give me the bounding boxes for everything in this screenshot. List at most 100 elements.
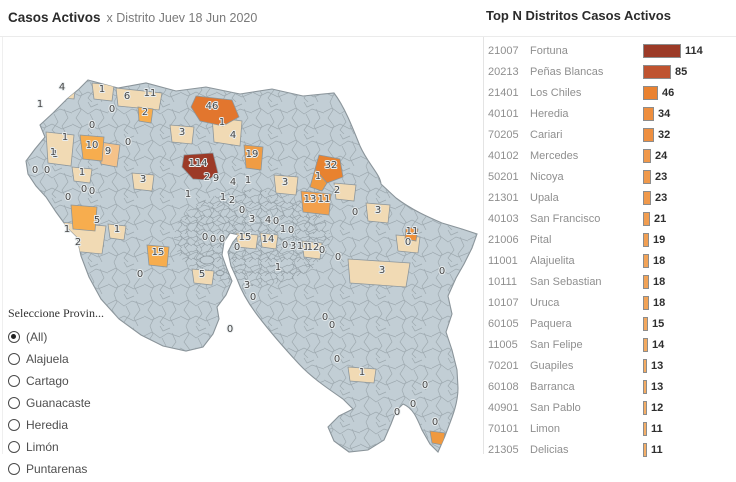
province-option-guanacaste[interactable]: Guanacaste — [8, 394, 138, 412]
case-count-label: 114 — [188, 158, 207, 169]
cases-bar[interactable] — [643, 211, 650, 226]
district-patch[interactable] — [333, 182, 357, 202]
topn-row[interactable]: 21007 Fortuna 114 — [483, 40, 736, 61]
topn-row[interactable]: 40103 San Francisco 21 — [483, 208, 736, 229]
radio-icon[interactable] — [8, 441, 20, 453]
radio-icon[interactable] — [8, 353, 20, 365]
case-count-label: 0 — [65, 192, 71, 203]
district-patch[interactable] — [146, 244, 170, 268]
province-option-all[interactable]: (All) — [8, 328, 138, 346]
district-patch[interactable] — [169, 124, 195, 145]
topn-row[interactable]: 40101 Heredia 34 — [483, 103, 736, 124]
cases-bar[interactable] — [643, 148, 651, 163]
province-option-limn[interactable]: Limón — [8, 438, 138, 456]
radio-icon[interactable] — [8, 419, 20, 431]
district-patch[interactable] — [404, 226, 419, 242]
cases-bar[interactable] — [643, 190, 651, 205]
district-code: 10111 — [488, 275, 517, 288]
topn-row[interactable]: 60108 Barranca 13 — [483, 376, 736, 397]
province-option-puntarenas[interactable]: Puntarenas — [8, 460, 138, 478]
topn-row[interactable]: 60105 Paquera 15 — [483, 313, 736, 334]
case-count-label: 1 — [64, 224, 70, 235]
case-count-label: 11 — [318, 194, 331, 205]
cases-bar[interactable] — [643, 106, 654, 121]
topn-row[interactable]: 21305 Delicias 11 — [483, 439, 736, 460]
topn-row[interactable]: 40102 Mercedes 24 — [483, 145, 736, 166]
district-patch[interactable] — [70, 204, 98, 232]
vertical-divider — [483, 37, 484, 454]
topn-row[interactable]: 70205 Cariari 32 — [483, 124, 736, 145]
district-patch[interactable] — [259, 232, 279, 250]
topn-row[interactable]: 11001 Alajuelita 18 — [483, 250, 736, 271]
cases-bar[interactable] — [643, 274, 649, 289]
district-patch[interactable] — [181, 152, 219, 181]
topn-row[interactable]: 40901 San Pablo 12 — [483, 397, 736, 418]
cases-bar[interactable] — [643, 232, 649, 247]
district-patch[interactable] — [347, 258, 411, 288]
topn-row[interactable]: 70101 Limon 11 — [483, 418, 736, 439]
topn-row[interactable]: 10111 San Sebastian 18 — [483, 271, 736, 292]
district-name: Alajuelita — [530, 254, 575, 267]
district-patch[interactable] — [137, 106, 154, 124]
district-patch[interactable] — [45, 131, 75, 167]
radio-icon[interactable] — [8, 397, 20, 409]
district-patch[interactable] — [429, 430, 446, 446]
district-patch[interactable] — [79, 134, 105, 162]
district-name: Pital — [530, 233, 552, 246]
province-option-heredia[interactable]: Heredia — [8, 416, 138, 434]
radio-icon[interactable] — [8, 331, 20, 343]
radio-icon[interactable] — [8, 375, 20, 387]
district-patch[interactable] — [243, 144, 264, 171]
district-patch[interactable] — [235, 232, 259, 250]
topn-row[interactable]: 21006 Pital 19 — [483, 229, 736, 250]
topn-row[interactable]: 70201 Guapiles 13 — [483, 355, 736, 376]
cases-bar[interactable] — [643, 127, 654, 142]
topn-row[interactable]: 21401 Los Chiles 46 — [483, 82, 736, 103]
district-patch[interactable] — [131, 172, 155, 192]
cases-bar[interactable] — [643, 442, 647, 457]
cases-bar[interactable] — [643, 400, 647, 415]
district-patch[interactable] — [300, 190, 332, 216]
cases-bar[interactable] — [643, 316, 648, 331]
cases-bar[interactable] — [643, 337, 648, 352]
topn-row[interactable]: 11005 San Felipe 14 — [483, 334, 736, 355]
case-count-label: 0 — [234, 242, 240, 253]
district-code: 40901 — [488, 401, 519, 414]
district-patch[interactable] — [273, 174, 299, 196]
district-patch[interactable] — [301, 240, 323, 260]
district-patch[interactable] — [191, 268, 215, 286]
province-option-alajuela[interactable]: Alajuela — [8, 350, 138, 368]
cases-bar[interactable] — [643, 253, 649, 268]
cases-bar[interactable] — [643, 379, 647, 394]
district-patch[interactable] — [190, 95, 240, 127]
topn-row[interactable]: 21301 Upala 23 — [483, 187, 736, 208]
district-patch[interactable] — [365, 202, 391, 224]
case-count-label: 0 — [322, 312, 328, 323]
district-patch[interactable] — [314, 154, 344, 184]
case-count-label: 3 — [179, 127, 185, 138]
cases-bar[interactable] — [643, 421, 647, 436]
case-count-label: 0 — [432, 417, 438, 428]
cases-bar[interactable] — [643, 43, 681, 58]
case-count-label: 0 — [335, 252, 341, 263]
cases-bar[interactable] — [643, 85, 658, 100]
case-count-label: 0 — [329, 320, 335, 331]
case-count-label: 0 — [44, 165, 50, 176]
topn-row[interactable]: 10107 Uruca 18 — [483, 292, 736, 313]
radio-icon[interactable] — [8, 463, 20, 475]
district-patch[interactable] — [107, 223, 127, 241]
topn-row[interactable]: 50201 Nicoya 23 — [483, 166, 736, 187]
topn-row[interactable]: 20213 Peñas Blancas 85 — [483, 61, 736, 82]
district-patch[interactable] — [347, 366, 377, 384]
district-patch[interactable] — [115, 87, 163, 111]
cases-bar[interactable] — [643, 169, 651, 184]
case-count-label: 1 — [245, 175, 251, 186]
cases-bar[interactable] — [643, 358, 647, 373]
cases-bar[interactable] — [643, 64, 671, 79]
province-option-cartago[interactable]: Cartago — [8, 372, 138, 390]
cases-bar[interactable] — [643, 295, 649, 310]
district-code: 60105 — [488, 317, 519, 330]
district-patch[interactable] — [71, 166, 93, 184]
case-count-label: 4 — [59, 82, 65, 93]
